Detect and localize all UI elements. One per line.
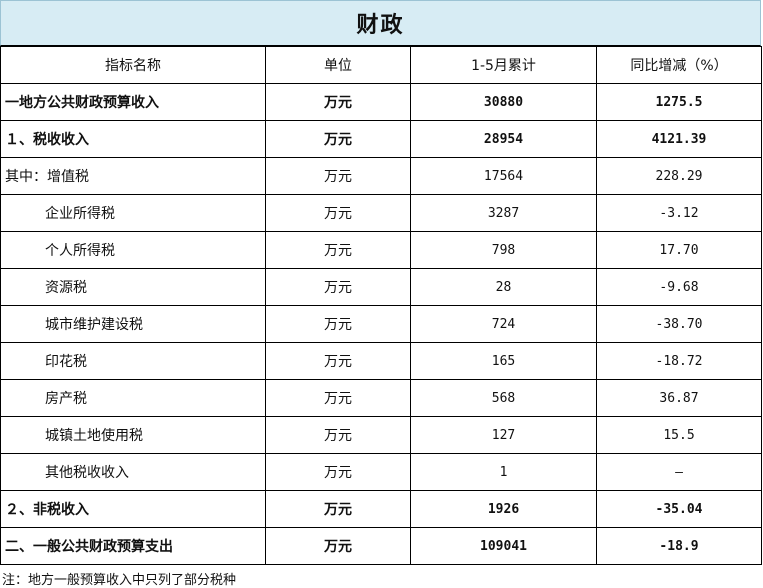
table-row: 一地方公共财政预算收入 万元 30880 1275.5: [0, 83, 762, 121]
row-cumulative-value: 28: [410, 268, 597, 306]
row-cumulative-value: 1: [410, 453, 597, 491]
table-row: 城市维护建设税 万元 724 -38.70: [0, 305, 762, 343]
table-row: 二、一般公共财政预算支出 万元 109041 -18.9: [0, 527, 762, 565]
table-row: １、税收收入 万元 28954 4121.39: [0, 120, 762, 158]
row-unit: 万元: [265, 83, 411, 121]
row-indicator-name: 其中：增值税: [0, 157, 266, 195]
row-yoy-change: 4121.39: [596, 120, 762, 158]
table-row: 其中：增值税 万元 17564 228.29: [0, 157, 762, 195]
row-indicator-name: 印花税: [0, 342, 266, 380]
row-cumulative-value: 28954: [410, 120, 597, 158]
row-yoy-change: 17.70: [596, 231, 762, 269]
row-yoy-change: —: [596, 453, 762, 491]
header-row: 指标名称 单位 1-5月累计 同比增减（%）: [0, 46, 762, 84]
row-yoy-change: -35.04: [596, 490, 762, 528]
table-row: 企业所得税 万元 3287 -3.12: [0, 194, 762, 232]
row-cumulative-value: 1926: [410, 490, 597, 528]
row-cumulative-value: 17564: [410, 157, 597, 195]
finance-table: 指标名称 单位 1-5月累计 同比增减（%） 一地方公共财政预算收入 万元 3088…: [0, 46, 762, 565]
table-title: 财政: [0, 0, 761, 46]
row-indicator-name: 个人所得税: [0, 231, 266, 269]
row-yoy-change: -3.12: [596, 194, 762, 232]
row-cumulative-value: 568: [410, 379, 597, 417]
row-indicator-name: １、税收收入: [0, 120, 266, 158]
row-unit: 万元: [265, 194, 411, 232]
row-cumulative-value: 3287: [410, 194, 597, 232]
row-yoy-change: 1275.5: [596, 83, 762, 121]
row-cumulative-value: 165: [410, 342, 597, 380]
row-unit: 万元: [265, 120, 411, 158]
footnote: 注：地方一般预算收入中只列了部分税种: [2, 573, 237, 588]
row-yoy-change: -38.70: [596, 305, 762, 343]
table-row: 其他税收收入 万元 1—: [0, 453, 762, 491]
row-indicator-name: 城市维护建设税: [0, 305, 266, 343]
row-unit: 万元: [265, 379, 411, 417]
row-indicator-name: 房产税: [0, 379, 266, 417]
row-cumulative-value: 798: [410, 231, 597, 269]
row-cumulative-value: 127: [410, 416, 597, 454]
row-unit: 万元: [265, 416, 411, 454]
row-yoy-change: -18.9: [596, 527, 762, 565]
row-yoy-change: 228.29: [596, 157, 762, 195]
row-unit: 万元: [265, 231, 411, 269]
row-yoy-change: 36.87: [596, 379, 762, 417]
row-yoy-change: 15.5: [596, 416, 762, 454]
row-cumulative-value: 30880: [410, 83, 597, 121]
table-row: 个人所得税 万元 798 17.70: [0, 231, 762, 269]
table-row: 城镇土地使用税 万元 127 15.5: [0, 416, 762, 454]
row-yoy-change: -18.72: [596, 342, 762, 380]
row-cumulative-value: 109041: [410, 527, 597, 565]
row-indicator-name: 企业所得税: [0, 194, 266, 232]
header-unit: 单位: [265, 46, 411, 84]
row-indicator-name: ２、非税收入: [0, 490, 266, 528]
row-indicator-name: 城镇土地使用税: [0, 416, 266, 454]
header-indicator-name: 指标名称: [0, 46, 266, 84]
row-unit: 万元: [265, 490, 411, 528]
row-unit: 万元: [265, 157, 411, 195]
row-unit: 万元: [265, 268, 411, 306]
table-row: 资源税 万元 28 -9.68: [0, 268, 762, 306]
row-indicator-name: 二、一般公共财政预算支出: [0, 527, 266, 565]
row-cumulative-value: 724: [410, 305, 597, 343]
table-row: 房产税 万元 568 36.87: [0, 379, 762, 417]
table-row: ２、非税收入 万元 1926 -35.04: [0, 490, 762, 528]
row-indicator-name: 一地方公共财政预算收入: [0, 83, 266, 121]
table-row: 印花税 万元 165 -18.72: [0, 342, 762, 380]
row-unit: 万元: [265, 527, 411, 565]
row-yoy-change: -9.68: [596, 268, 762, 306]
row-unit: 万元: [265, 453, 411, 491]
header-yoy-change: 同比增减（%）: [596, 46, 762, 84]
row-indicator-name: 其他税收收入: [0, 453, 266, 491]
row-indicator-name: 资源税: [0, 268, 266, 306]
row-unit: 万元: [265, 342, 411, 380]
header-cumulative: 1-5月累计: [410, 46, 597, 84]
row-unit: 万元: [265, 305, 411, 343]
